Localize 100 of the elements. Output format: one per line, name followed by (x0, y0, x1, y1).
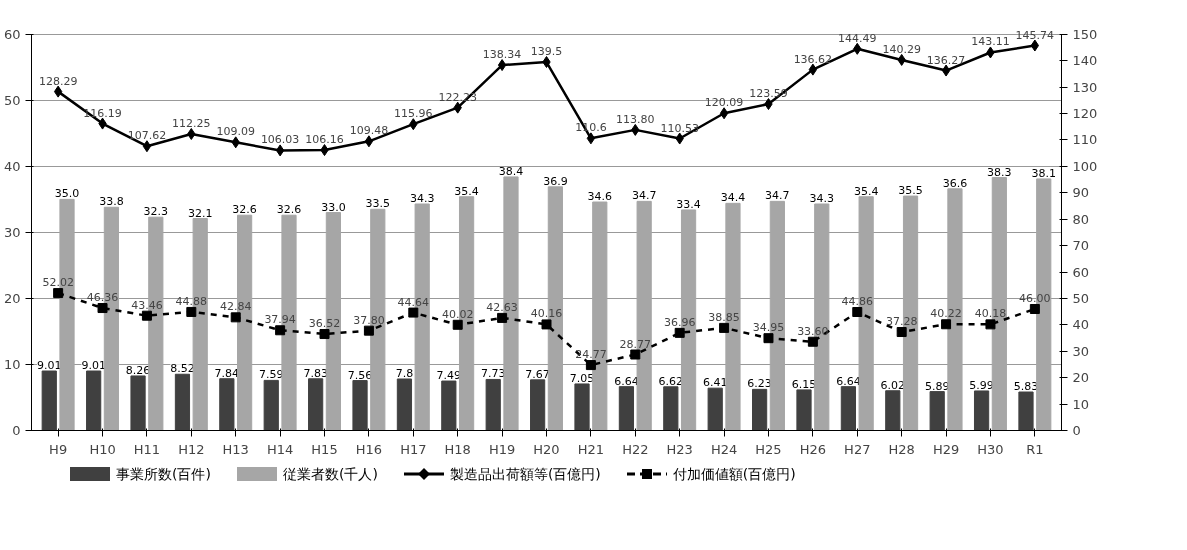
y2-tick-label: 100 (1072, 158, 1098, 174)
bar (86, 370, 102, 431)
data-label: 40.18 (974, 307, 1007, 321)
data-label: 6.64 (836, 374, 861, 388)
point (674, 327, 685, 338)
data-label: 9.01 (81, 359, 106, 372)
point (452, 319, 463, 330)
y2-tick-label: 20 (1072, 370, 1090, 386)
data-label: 34.7 (631, 189, 657, 203)
data-label: 8.26 (125, 363, 151, 377)
data-label: 8.52 (170, 362, 195, 376)
data-label: 36.96 (663, 315, 696, 329)
point (142, 140, 152, 153)
data-label: 7.83 (303, 366, 328, 380)
point (896, 327, 907, 338)
point (585, 360, 596, 371)
data-label: 44.86 (841, 295, 874, 308)
data-label: 33.4 (676, 197, 701, 211)
y2-tick-label: 120 (1072, 106, 1098, 122)
x-tick-label: H30 (977, 441, 1004, 457)
data-label: 43.46 (131, 298, 163, 312)
point (941, 64, 951, 77)
data-label: 34.95 (752, 321, 785, 335)
bar (396, 378, 413, 431)
legend-label: 従業者数(千人) (282, 465, 378, 484)
point (97, 303, 108, 314)
data-label: 37.94 (264, 313, 296, 327)
y2-tick-label: 10 (1072, 396, 1090, 412)
data-label: 6.64 (614, 374, 639, 388)
point (586, 132, 596, 145)
point (852, 307, 863, 317)
data-label: 145.74 (1015, 28, 1055, 42)
bar (885, 390, 901, 431)
data-label: 34.7 (765, 189, 790, 203)
y2-tick-label: 50 (1072, 290, 1090, 306)
x-tick-label: H16 (355, 441, 383, 457)
data-label: 38.4 (498, 164, 524, 178)
data-label: 5.83 (1013, 380, 1039, 393)
y-tick-label: 60 (3, 26, 21, 42)
point (719, 322, 730, 333)
y-tick-label: 0 (12, 423, 21, 438)
x-tick-label: H9 (49, 441, 68, 457)
data-label: 7.05 (569, 371, 595, 385)
data-label: 38.3 (987, 165, 1012, 179)
data-label: 35.5 (898, 184, 923, 198)
point (719, 107, 729, 120)
data-label: 7.8 (395, 366, 414, 380)
y2-tick-label: 60 (1072, 264, 1090, 280)
data-label: 35.0 (54, 187, 80, 201)
x-tick-label: H21 (577, 441, 605, 457)
data-label: 112.25 (172, 116, 211, 130)
point (363, 325, 374, 336)
data-label: 40.22 (930, 307, 962, 321)
data-label: 109.09 (216, 125, 255, 139)
data-label: 6.62 (658, 374, 684, 388)
point (230, 312, 241, 323)
bar (574, 383, 590, 431)
data-label: 136.62 (793, 52, 833, 66)
bar (130, 375, 146, 431)
data-label: 37.80 (353, 313, 385, 327)
data-label: 34.3 (809, 191, 835, 205)
y-tick-label: 40 (3, 158, 21, 174)
point (630, 349, 641, 360)
legend-label: 付加価値額(百億円) (672, 465, 796, 484)
data-label: 42.84 (219, 300, 252, 314)
bar (929, 391, 945, 431)
data-label: 136.27 (926, 53, 966, 67)
data-label: 138.34 (482, 48, 522, 62)
point (497, 312, 508, 323)
y2-tick-label: 150 (1072, 26, 1098, 42)
data-label: 38.1 (1031, 166, 1056, 180)
bar (973, 390, 990, 431)
y-tick-label: 20 (3, 290, 21, 306)
bar (308, 378, 324, 431)
data-label: 128.29 (38, 74, 78, 88)
point (408, 307, 419, 318)
bar (707, 387, 723, 431)
data-label: 6.23 (747, 377, 772, 391)
x-tick-label: H11 (133, 441, 161, 457)
data-label: 32.1 (187, 206, 213, 220)
bar (663, 386, 679, 431)
data-label: 40.16 (530, 307, 563, 321)
point (53, 288, 64, 299)
legend-label: 製造品出荷額等(百億円) (449, 465, 601, 484)
point (141, 310, 152, 321)
data-label: 33.8 (99, 195, 124, 209)
y-tick-label: 10 (3, 356, 21, 372)
bar (840, 386, 856, 431)
bar (796, 389, 812, 431)
bar (352, 380, 368, 431)
data-label: 7.84 (214, 366, 240, 380)
y2-tick-label: 80 (1072, 211, 1090, 227)
bar (441, 380, 457, 431)
data-label: 32.3 (143, 205, 169, 219)
point (941, 319, 952, 330)
x-tick-label: H24 (710, 441, 738, 457)
data-label: 6.02 (880, 378, 906, 392)
data-label: 144.49 (838, 31, 877, 45)
x-tick-label: H19 (488, 441, 516, 457)
data-label: 6.41 (702, 376, 728, 390)
